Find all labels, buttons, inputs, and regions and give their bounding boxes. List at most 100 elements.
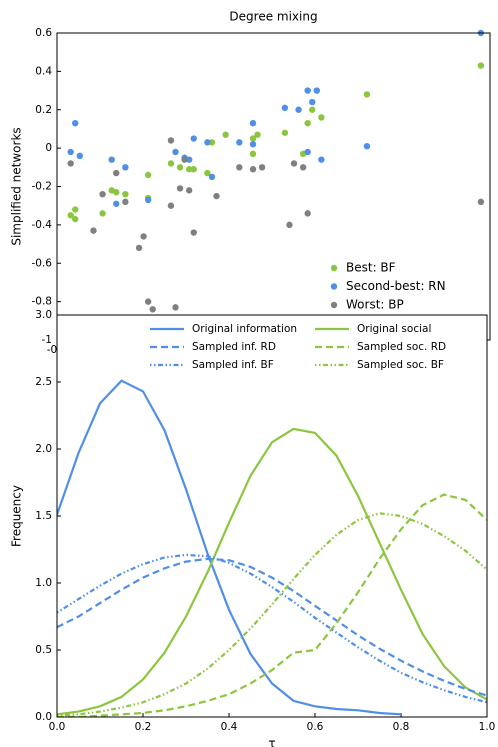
point — [318, 156, 325, 163]
x-axis-label: τ — [268, 737, 275, 747]
point — [113, 169, 120, 177]
legend-label: Best: BF — [346, 261, 396, 275]
y-tick-label: 3.0 — [35, 309, 52, 321]
point — [113, 189, 120, 196]
point — [99, 190, 106, 198]
legend-label: Sampled soc. BF — [357, 359, 444, 371]
point — [477, 198, 485, 206]
point — [236, 164, 243, 171]
point — [185, 156, 193, 163]
x-tick-label: 0.4 — [221, 721, 238, 733]
line — [57, 557, 487, 697]
point — [204, 169, 211, 177]
plot-area — [57, 315, 487, 717]
point — [72, 206, 79, 213]
y-tick-label: 0 — [45, 142, 52, 154]
point — [190, 229, 197, 236]
point — [290, 160, 298, 167]
point — [185, 166, 193, 173]
y-axis-label: Simplified networks — [10, 127, 24, 245]
y-tick-label: 0.5 — [35, 644, 52, 656]
legend-label: Original social — [357, 323, 431, 335]
point — [249, 135, 257, 142]
point — [258, 164, 266, 171]
point — [167, 202, 175, 209]
point — [363, 91, 371, 98]
point — [72, 215, 79, 223]
point — [299, 164, 307, 171]
legend-label: Sampled soc. RD — [357, 341, 446, 353]
point — [90, 227, 97, 234]
line — [57, 493, 487, 717]
point — [304, 119, 311, 127]
point — [304, 87, 311, 94]
point — [313, 87, 320, 94]
y-tick-label: -0.8 — [32, 296, 53, 308]
plot-area — [57, 33, 490, 340]
point — [176, 164, 184, 171]
point — [222, 131, 229, 138]
point — [190, 166, 197, 173]
point — [363, 143, 371, 150]
point — [122, 190, 129, 198]
point — [144, 298, 152, 305]
x-tick-label: 0.0 — [49, 721, 66, 733]
point — [144, 196, 152, 204]
y-tick-label: 0.2 — [35, 104, 52, 116]
x-tick-label: 0.6 — [307, 721, 324, 733]
x-tick-label: 1.0 — [479, 721, 496, 733]
y-tick-label: 1.5 — [35, 510, 52, 522]
point — [304, 148, 311, 156]
point — [249, 150, 257, 158]
point — [67, 160, 74, 167]
point — [176, 185, 184, 192]
plot-frame — [56, 314, 488, 718]
y-tick-label: -0.2 — [32, 181, 53, 193]
point — [281, 129, 289, 136]
legend-marker — [330, 283, 338, 290]
y-tick-label: -1 — [42, 334, 52, 346]
point — [122, 164, 129, 171]
point — [309, 106, 316, 113]
point — [249, 119, 257, 127]
point — [72, 119, 79, 127]
y-tick-label: 2.5 — [35, 376, 52, 388]
point — [172, 304, 179, 311]
point — [318, 114, 325, 121]
point — [113, 200, 120, 207]
point — [67, 212, 74, 219]
legend-label: Sampled inf. BF — [192, 359, 274, 371]
point — [208, 173, 216, 181]
legend-label: Sampled inf. RD — [192, 341, 276, 353]
legend-marker — [330, 264, 338, 272]
point — [172, 148, 179, 156]
point — [99, 210, 106, 217]
point — [167, 160, 175, 167]
point — [286, 221, 293, 229]
y-tick-label: 2.0 — [35, 443, 52, 455]
y-tick-label: 1.0 — [35, 577, 52, 589]
point — [108, 156, 115, 163]
y-tick-label: -0.6 — [32, 257, 53, 269]
point — [477, 62, 485, 69]
point — [236, 139, 243, 146]
legend-label: Worst: BP — [346, 298, 404, 312]
y-axis-label: Frequency — [10, 485, 24, 547]
point — [76, 152, 83, 159]
point — [190, 135, 197, 142]
point — [144, 171, 152, 179]
line — [57, 512, 487, 717]
y-tick-label: 0.0 — [35, 711, 52, 723]
point — [122, 198, 129, 206]
line — [57, 427, 487, 716]
line — [57, 379, 402, 716]
x-tick-label: 0.2 — [135, 721, 152, 733]
point — [167, 137, 175, 144]
y-tick-label: 0.4 — [35, 65, 52, 77]
point — [304, 210, 311, 217]
chart-title: Degree mixing — [229, 10, 317, 24]
point — [254, 131, 261, 138]
point — [67, 148, 74, 156]
y-tick-label: 0.6 — [35, 27, 52, 39]
